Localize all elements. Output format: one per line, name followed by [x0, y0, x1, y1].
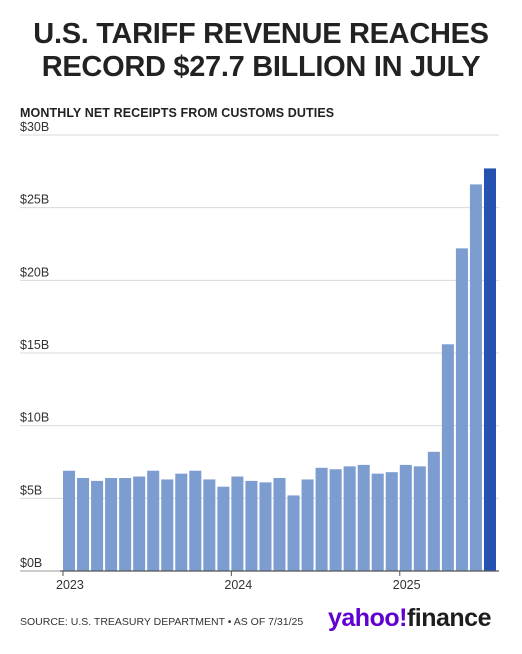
source-note: SOURCE: U.S. TREASURY DEPARTMENT • AS OF…: [20, 616, 304, 628]
y-tick-label: $5B: [20, 483, 42, 497]
x-tick-label: 2023: [56, 578, 84, 592]
logo-yahoo: yahoo!: [328, 604, 407, 632]
bar: [231, 476, 244, 571]
bar: [385, 472, 398, 571]
chart-title: MONTHLY NET RECEIPTS FROM CUSTOMS DUTIES: [20, 106, 335, 120]
bar: [343, 466, 356, 571]
y-tick-label: $25B: [20, 193, 49, 207]
bar: [147, 470, 160, 571]
bar: [105, 477, 118, 571]
bar: [133, 476, 146, 571]
bar: [413, 466, 426, 571]
bar: [203, 479, 216, 571]
x-tick-label: 2024: [224, 578, 252, 592]
bar: [273, 477, 286, 571]
bar: [329, 469, 342, 571]
bar: [315, 467, 328, 571]
bar: [119, 477, 132, 571]
bar: [301, 479, 314, 571]
headline-line-1: U.S. TARIFF REVENUE REACHES: [33, 18, 489, 50]
y-tick-label: $30B: [20, 120, 49, 134]
y-tick-label: $15B: [20, 338, 49, 352]
bar: [175, 473, 188, 571]
bar: [77, 477, 90, 571]
bar: [357, 464, 370, 571]
yahoo-finance-logo: yahoo!finance: [328, 604, 491, 633]
bar: [371, 473, 384, 571]
bar: [161, 479, 174, 571]
logo-finance: finance: [406, 604, 492, 632]
y-tick-label: $10B: [20, 411, 49, 425]
headline: U.S. TARIFF REVENUE REACHES RECORD $27.7…: [0, 18, 522, 84]
bar: [245, 480, 258, 571]
bar: [455, 248, 468, 572]
bar: [63, 470, 76, 571]
bar: [483, 168, 496, 571]
bar: [399, 464, 412, 571]
y-tick-label: $20B: [20, 265, 49, 279]
bar: [189, 470, 202, 571]
y-tick-label: $0B: [20, 556, 42, 570]
bar: [441, 344, 454, 571]
bar: [259, 482, 272, 571]
bar: [91, 480, 104, 571]
headline-line-2: RECORD $27.7 BILLION IN JULY: [41, 51, 481, 83]
bar: [217, 486, 230, 571]
bar: [287, 495, 300, 571]
x-tick-label: 2025: [393, 578, 421, 592]
bar-chart: $0B $5B $10B $15B $20B $25B $30B 2023 2024 2025: [20, 120, 499, 592]
bar: [469, 184, 482, 571]
bar: [427, 451, 440, 571]
